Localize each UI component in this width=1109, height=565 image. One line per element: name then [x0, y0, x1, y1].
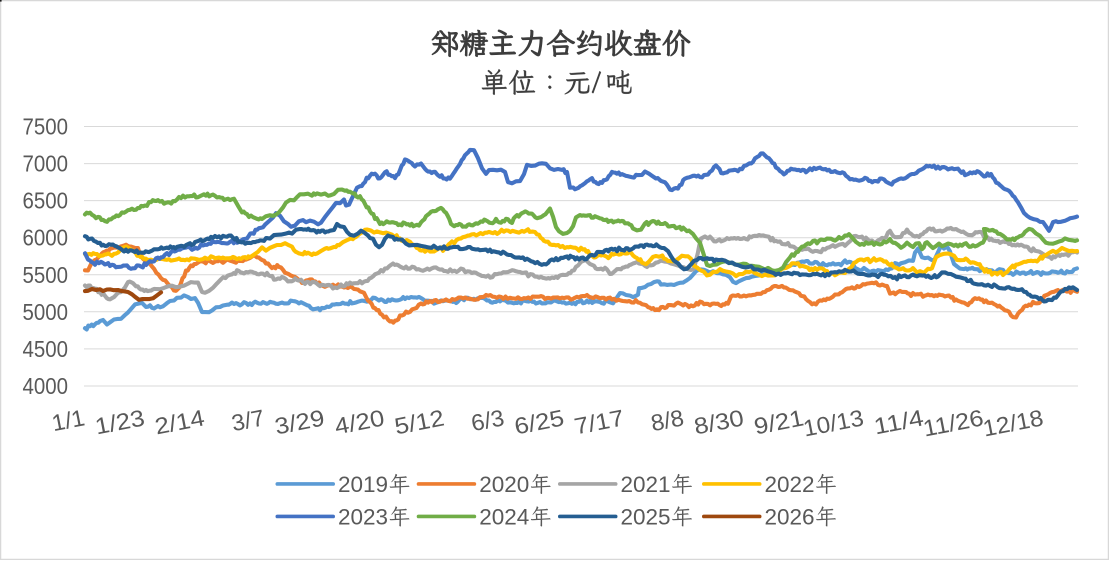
svg-text:5000: 5000 [23, 299, 69, 325]
svg-text:2025: 2025 [621, 504, 671, 529]
svg-text:2020: 2020 [479, 472, 529, 497]
svg-text:2024: 2024 [479, 504, 529, 529]
svg-text:5500: 5500 [23, 262, 69, 288]
svg-text:2019: 2019 [338, 472, 388, 497]
svg-text:2022: 2022 [765, 472, 815, 497]
svg-text:7000: 7000 [23, 151, 69, 177]
svg-text:4000: 4000 [23, 373, 69, 399]
svg-text:6500: 6500 [23, 188, 69, 214]
svg-text:2026: 2026 [765, 504, 815, 529]
svg-text:6/3: 6/3 [469, 404, 506, 436]
svg-text:7500: 7500 [23, 114, 69, 140]
svg-text:6000: 6000 [23, 225, 69, 251]
svg-text:3/7: 3/7 [229, 404, 266, 436]
svg-text:8/8: 8/8 [649, 404, 686, 436]
svg-text:2021: 2021 [621, 472, 671, 497]
svg-text:4500: 4500 [23, 336, 69, 362]
svg-text:2023: 2023 [338, 504, 388, 529]
svg-text:1/1: 1/1 [49, 404, 86, 436]
